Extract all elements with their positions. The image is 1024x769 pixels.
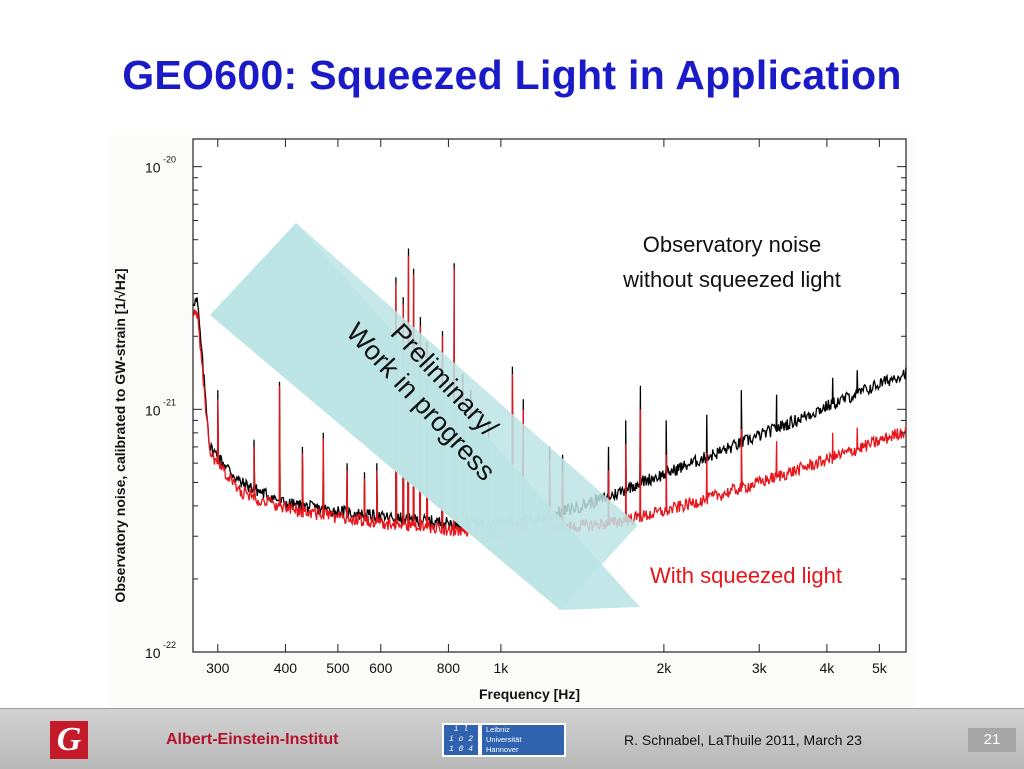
x-tick-label: 500 (326, 660, 350, 676)
leibniz-mark-icon: i l i o 2 1 0 4 (444, 725, 478, 755)
annotation-without-squeezed-line1: Observatory noise (643, 232, 822, 257)
banner-band-shape (210, 223, 638, 610)
uni-mark-line: i l (453, 725, 469, 734)
x-tick-label: 300 (206, 660, 230, 676)
uni-mark-line: i o 2 (448, 735, 473, 744)
y-tick-exponent: -21 (163, 397, 176, 407)
x-tick-label: 5k (872, 660, 888, 676)
annotation-with-squeezed: With squeezed light (650, 563, 842, 588)
y-tick-label: 10 (145, 402, 161, 418)
uni-mark-line: 1 0 4 (448, 745, 473, 754)
slide-title: GEO600: Squeezed Light in Application (122, 52, 902, 98)
leibniz-university-logo: i l i o 2 1 0 4 Leibniz Universität Hann… (442, 723, 566, 757)
footer-credit: R. Schnabel, LaThuile 2011, March 23 (624, 732, 862, 748)
noise-spectrum-figure: Preliminary/Work in progress 300 400 500 60… (108, 135, 916, 707)
y-axis-label: Observatory noise, calibrated to GW-stra… (112, 268, 128, 602)
x-tick-label: 600 (369, 660, 393, 676)
x-tick-label: 2k (656, 660, 672, 676)
page-number: 21 (968, 728, 1016, 752)
university-name: Leibniz Universität Hannover (482, 725, 564, 755)
university-name-line: Universität (486, 735, 522, 744)
aei-logo: G (50, 721, 88, 759)
annotation-without-squeezed-line2: without squeezed light (622, 267, 841, 292)
x-tick-label: 400 (274, 660, 298, 676)
x-tick-label: 3k (752, 660, 768, 676)
university-name-line: Hannover (486, 745, 519, 754)
university-name-line: Leibniz (486, 725, 510, 734)
slide-footer: G Albert‑Einstein‑Institut i l i o 2 1 0… (0, 708, 1024, 769)
y-tick-label: 10 (145, 160, 161, 176)
x-tick-label: 1k (493, 660, 509, 676)
noise-spectrum-chart: Preliminary/Work in progress 300 400 500 60… (112, 138, 907, 702)
y-tick-label: 10 (145, 645, 161, 661)
y-tick-exponent: -20 (163, 155, 176, 165)
x-axis-label: Frequency [Hz] (479, 686, 580, 702)
x-tick-label: 4k (819, 660, 835, 676)
y-tick-exponent: -22 (163, 640, 176, 650)
x-tick-label: 800 (437, 660, 461, 676)
institute-name: Albert‑Einstein‑Institut (166, 731, 339, 748)
